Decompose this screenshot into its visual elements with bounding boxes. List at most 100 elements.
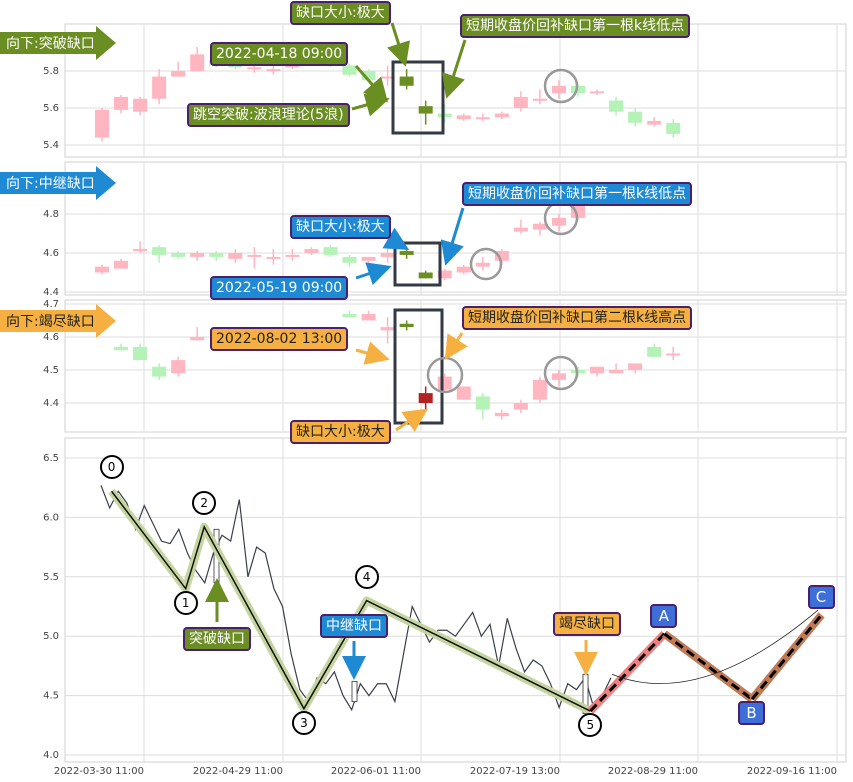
candle	[475, 117, 490, 120]
candle	[95, 266, 109, 273]
wave-line	[110, 490, 591, 712]
pattern-label: 跳空突破:波浪理论(5浪)	[187, 103, 350, 127]
candle	[590, 91, 605, 94]
candle	[190, 253, 205, 257]
arrow	[442, 39, 467, 99]
candle	[437, 270, 452, 279]
wave-label: 5	[578, 713, 603, 738]
x-tick-label: 2022-03-30 11:00	[54, 766, 144, 777]
gap-marker	[351, 680, 358, 702]
candle	[399, 323, 414, 328]
candle	[494, 412, 509, 417]
candle	[361, 256, 376, 261]
x-tick-label: 2022-07-19 13:00	[470, 766, 560, 777]
arrow	[355, 262, 392, 286]
x-tick-label: 2022-09-16 11:00	[747, 766, 837, 777]
candle	[285, 65, 300, 68]
arrow	[440, 207, 465, 266]
breakaway-gap-label: 突破缺口	[183, 627, 251, 651]
candle	[571, 85, 585, 94]
candle	[456, 386, 471, 400]
arrow	[354, 65, 388, 103]
y-tick-label: 4.4	[43, 398, 59, 409]
y-tick-label: 5.0	[43, 631, 59, 642]
projection-wave-label: A	[650, 603, 678, 628]
arrow	[351, 93, 390, 117]
candle	[513, 227, 528, 232]
candle	[590, 366, 605, 374]
candle	[628, 363, 643, 370]
panel-title: 向下:竭尽缺口	[6, 314, 95, 330]
gap-type-flag: 向下:突破缺口	[0, 26, 118, 60]
candle	[114, 346, 129, 351]
panel-frame	[64, 299, 847, 433]
panel-title: 向下:中继缺口	[6, 176, 95, 192]
projection-wave-label: B	[738, 701, 766, 726]
candle	[437, 113, 452, 118]
projection-wave-label: C	[807, 584, 835, 609]
candle	[399, 251, 414, 255]
projection-dashed-line	[663, 632, 753, 701]
projection-dashed-line	[750, 613, 823, 701]
candle	[456, 266, 471, 273]
candle	[152, 247, 167, 255]
y-tick-label: 6.5	[43, 453, 59, 464]
refill-circle	[469, 247, 503, 281]
candle	[247, 254, 262, 257]
candle	[114, 96, 129, 110]
y-tick-label: 4.6	[43, 332, 59, 343]
wave-label: 0	[99, 455, 124, 480]
candle	[513, 403, 528, 410]
runaway-gap-label: 中继缺口	[320, 614, 388, 638]
candle	[437, 376, 452, 390]
candle	[532, 223, 547, 230]
candle	[399, 76, 414, 86]
candle	[475, 262, 490, 267]
candle	[171, 253, 186, 257]
y-tick-label: 5.5	[43, 572, 59, 583]
candle	[95, 109, 109, 138]
y-tick-label: 4.5	[43, 365, 59, 376]
candle	[133, 249, 148, 252]
gap-type-flag: 向下:中继缺口	[0, 166, 118, 200]
candle	[133, 346, 148, 361]
gap-time-label: 2022-04-18 09:00	[210, 42, 349, 66]
candle	[190, 337, 205, 341]
candle	[532, 98, 547, 101]
projection-dashed-line	[589, 632, 666, 713]
candle	[609, 100, 624, 112]
candle	[266, 69, 281, 72]
candle	[513, 96, 528, 108]
refill-label: 短期收盘价回补缺口第一根k线低点	[462, 182, 693, 206]
arrow	[444, 332, 468, 361]
gap-size-label: 缺口大小:极大	[290, 1, 391, 25]
candle	[361, 71, 376, 81]
candle	[228, 253, 243, 259]
arrow	[382, 227, 410, 251]
candle	[266, 256, 281, 259]
panel-title: 向下:突破缺口	[6, 36, 95, 52]
x-tick-label: 2022-06-01 11:00	[331, 766, 421, 777]
candle	[247, 67, 262, 70]
candle	[285, 254, 300, 257]
arrow	[395, 408, 428, 432]
candle	[361, 313, 376, 321]
candle	[494, 113, 509, 118]
panel-frame	[64, 161, 847, 296]
candle	[666, 122, 681, 134]
refill-label: 短期收盘价回补缺口第二根k线高点	[462, 306, 693, 330]
candle	[418, 272, 433, 279]
gap-size-label: 缺口大小:极大	[290, 420, 391, 444]
candle	[114, 260, 129, 269]
candle	[342, 313, 357, 318]
candle	[551, 373, 566, 380]
candle	[494, 251, 509, 261]
refill-circle	[543, 355, 579, 391]
candle	[456, 115, 471, 120]
arrow	[355, 341, 390, 365]
y-tick-label: 4.7	[43, 299, 59, 310]
candle	[418, 393, 433, 403]
y-tick-label: 6.0	[43, 512, 59, 523]
